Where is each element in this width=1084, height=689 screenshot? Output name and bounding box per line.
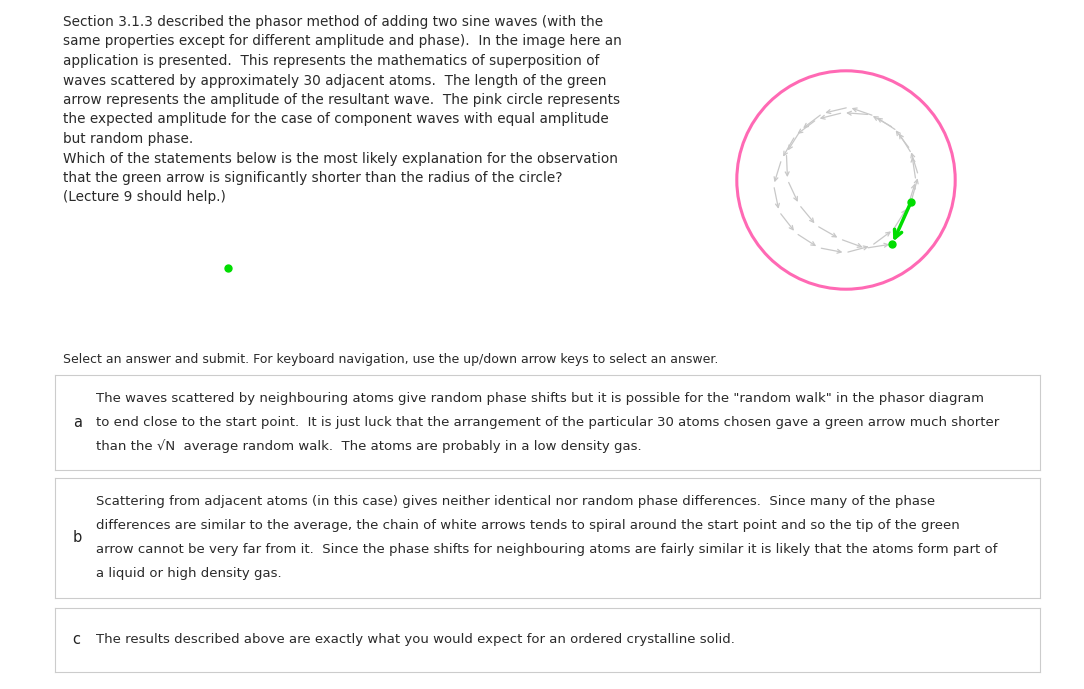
Text: Scattering from adjacent atoms (in this case) gives neither identical nor random: Scattering from adjacent atoms (in this … [96, 495, 935, 508]
Text: Section 3.1.3 described the phasor method of adding two sine waves (with the
sam: Section 3.1.3 described the phasor metho… [63, 15, 622, 205]
Text: b: b [73, 531, 82, 546]
Text: a liquid or high density gas.: a liquid or high density gas. [96, 568, 282, 581]
Text: The waves scattered by neighbouring atoms give random phase shifts but it is pos: The waves scattered by neighbouring atom… [96, 392, 984, 405]
Text: c: c [73, 633, 80, 648]
Text: arrow cannot be very far from it.  Since the phase shifts for neighbouring atoms: arrow cannot be very far from it. Since … [96, 544, 997, 557]
Text: to end close to the start point.  It is just luck that the arrangement of the pa: to end close to the start point. It is j… [96, 416, 999, 429]
Text: Select an answer and submit. For keyboard navigation, use the up/down arrow keys: Select an answer and submit. For keyboar… [63, 353, 719, 365]
Text: than the √N  average random walk.  The atoms are probably in a low density gas.: than the √N average random walk. The ato… [96, 440, 642, 453]
Text: a: a [73, 415, 81, 430]
Text: The results described above are exactly what you would expect for an ordered cry: The results described above are exactly … [96, 633, 735, 646]
Text: differences are similar to the average, the chain of white arrows tends to spira: differences are similar to the average, … [96, 520, 960, 533]
